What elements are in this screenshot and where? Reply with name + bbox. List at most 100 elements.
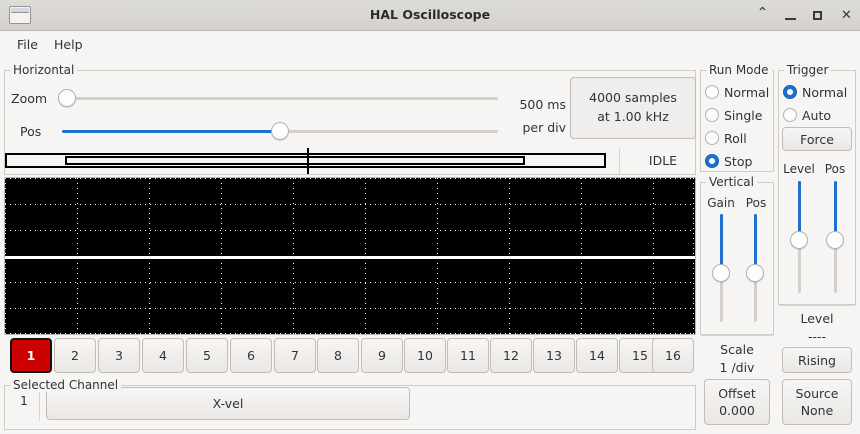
run-mode-frame: Run Mode (700, 63, 774, 172)
time-per-div-line1: 500 ms (519, 97, 566, 112)
scope-display[interactable] (4, 177, 696, 335)
selected-channel-separator (39, 387, 40, 421)
channel-button-2[interactable]: 2 (54, 338, 96, 373)
sample-rate-text: at 1.00 kHz (597, 109, 669, 124)
window-icon (9, 6, 31, 24)
trigger-level-slider-knob[interactable] (790, 231, 808, 249)
vertical-pos-slider-fill (754, 214, 757, 272)
trigger-level-slider-label: Level (783, 162, 815, 176)
scope-gridline-h (5, 308, 695, 309)
trigger-option-label: Auto (802, 107, 832, 123)
channel-button-6[interactable]: 6 (230, 338, 272, 373)
status-separator (619, 148, 620, 175)
trigger-pos-slider-knob[interactable] (826, 231, 844, 249)
channel-button-12[interactable]: 12 (490, 338, 532, 373)
close-button[interactable] (839, 8, 854, 23)
vertical-offset-value: 0.000 (719, 403, 755, 418)
trigger-level-slider-fill (798, 181, 801, 239)
vertical-scale-value: 1 /div (719, 360, 755, 375)
minimize-button[interactable] (783, 8, 798, 23)
vertical-gain-slider-knob[interactable] (712, 264, 730, 282)
channel-button-4[interactable]: 4 (142, 338, 184, 373)
menu-item-file[interactable]: File (17, 37, 38, 52)
run-mode-option-label: Roll (724, 130, 747, 146)
channel-button-9[interactable]: 9 (361, 338, 403, 373)
channel-button-3[interactable]: 3 (98, 338, 140, 373)
run-mode-option-normal[interactable]: Normal (705, 81, 769, 103)
scope-gridline-h (5, 282, 695, 283)
vertical-offset-title: Offset (718, 386, 756, 401)
window-title: HAL Oscilloscope (369, 7, 491, 22)
channel-button-11[interactable]: 11 (447, 338, 489, 373)
channel-button-7[interactable]: 7 (274, 338, 316, 373)
vertical-gain-slider[interactable] (712, 214, 730, 322)
hpos-slider-label: Pos (20, 124, 42, 139)
zoom-slider[interactable] (58, 89, 498, 107)
zoom-slider-label: Zoom (11, 91, 48, 106)
vertical-section-separator (701, 335, 773, 336)
zoom-slider-knob[interactable] (58, 89, 76, 107)
trigger-source-title: Source (795, 386, 839, 401)
trigger-level-slider[interactable] (790, 181, 808, 293)
run-mode-option-roll[interactable]: Roll (705, 127, 747, 149)
run-mode-option-single[interactable]: Single (705, 104, 762, 126)
trigger-force-button[interactable]: Force (782, 127, 852, 151)
radio-icon[interactable] (705, 131, 719, 145)
trigger-edge-button[interactable]: Rising (782, 347, 852, 373)
horizontal-frame-label: Horizontal (10, 63, 78, 77)
channel-button-10[interactable]: 10 (404, 338, 446, 373)
run-mode-option-label: Stop (724, 153, 753, 169)
hpos-indicator-inner[interactable] (65, 156, 525, 165)
radio-icon-selected[interactable] (783, 85, 797, 99)
shade-button[interactable] (755, 8, 770, 23)
channel-button-1[interactable]: 1 (10, 338, 52, 373)
window-controls (755, 0, 854, 30)
vertical-frame-label: Vertical (706, 175, 757, 189)
maximize-button[interactable] (811, 8, 826, 23)
radio-icon[interactable] (705, 108, 719, 122)
trigger-pos-slider-fill (834, 181, 837, 239)
run-state-label: IDLE (648, 153, 678, 168)
menu-item-help[interactable]: Help (54, 37, 83, 52)
trigger-edge-label: Rising (797, 352, 836, 368)
vertical-frame: Vertical (700, 175, 774, 335)
radio-icon[interactable] (705, 85, 719, 99)
hpos-slider-knob[interactable] (271, 122, 289, 140)
trigger-pos-slider[interactable] (826, 181, 844, 293)
run-mode-option-stop[interactable]: Stop (705, 150, 752, 172)
vertical-pos-slider[interactable] (746, 214, 764, 322)
trigger-option-auto[interactable]: Auto (783, 104, 831, 126)
zoom-slider-track[interactable] (58, 97, 498, 100)
run-mode-option-label: Single (724, 107, 763, 123)
vertical-offset-button[interactable]: Offset 0.000 (704, 379, 770, 425)
hpos-slider[interactable] (62, 122, 498, 140)
time-per-div-line2: per div (522, 120, 566, 135)
scope-gridline-h (5, 178, 695, 179)
radio-icon-selected[interactable] (705, 154, 719, 168)
hpos-indicator-center-tick (307, 148, 309, 174)
horizontal-position-indicator[interactable] (5, 148, 606, 174)
trigger-source-button[interactable]: Source None (782, 379, 852, 425)
selected-channel-signal-button[interactable]: X-vel (46, 387, 410, 420)
trigger-level-readout-value: ---- (807, 329, 827, 344)
channel-button-5[interactable]: 5 (186, 338, 228, 373)
trigger-pos-slider-label: Pos (824, 162, 846, 176)
channel-button-8[interactable]: 8 (317, 338, 359, 373)
vertical-gain-slider-fill (720, 214, 723, 272)
trigger-option-normal[interactable]: Normal (783, 81, 847, 103)
scope-gridline-h (5, 230, 695, 231)
scope-center-line (5, 256, 695, 259)
radio-icon[interactable] (783, 108, 797, 122)
channel-button-16[interactable]: 16 (652, 338, 694, 373)
channel-button-row: 1 2 3 4 5 6 7 8 9 10 11 12 13 14 15 16 (4, 338, 696, 373)
trigger-force-label: Force (800, 131, 834, 147)
vertical-pos-slider-label: Pos (745, 196, 767, 210)
vertical-pos-slider-knob[interactable] (746, 264, 764, 282)
selected-channel-frame: Selected Channel 1 X-vel (4, 378, 696, 430)
hpos-slider-fill (62, 130, 280, 133)
channel-button-14[interactable]: 14 (576, 338, 618, 373)
trigger-section-separator (779, 305, 855, 306)
channel-button-13[interactable]: 13 (533, 338, 575, 373)
selected-channel-frame-border (4, 385, 696, 430)
